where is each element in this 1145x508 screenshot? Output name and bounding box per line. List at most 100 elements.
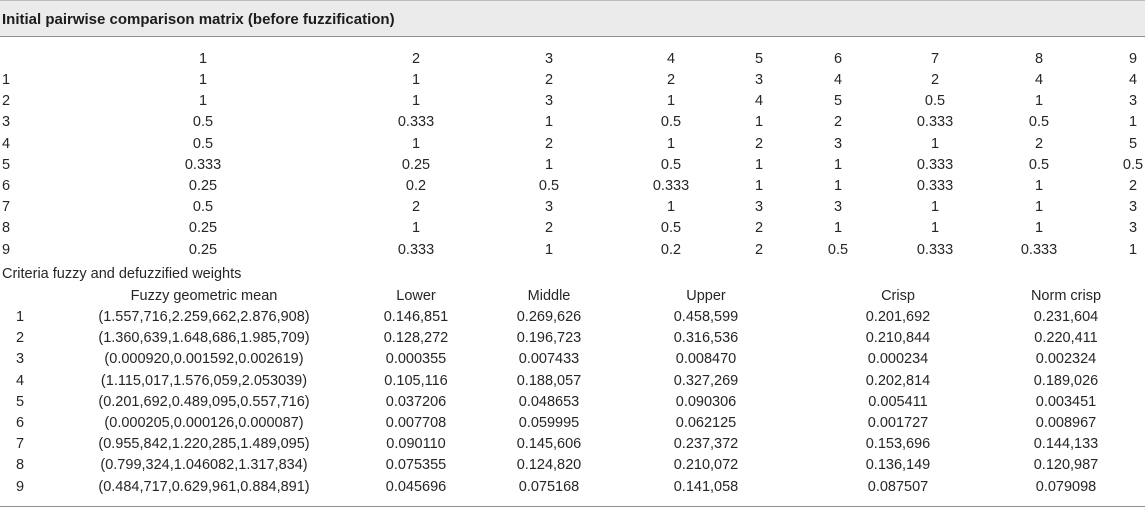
table-title: Initial pairwise comparison matrix (befo… (2, 11, 395, 28)
weights-cell: 0.220,411 (1034, 330, 1098, 347)
matrix-cell: 0.5 (1028, 114, 1050, 131)
matrix-column-header: 8 (1034, 51, 1044, 67)
weights-section-title: Criteria fuzzy and defuzzified weights (2, 266, 242, 282)
weights-cell: (1.557,716,2.259,662,2.876,908) (98, 309, 310, 325)
weights-cell: 0.007433 (518, 351, 580, 368)
matrix-cell: 1 (1034, 220, 1044, 237)
matrix-cell: 1 (1034, 93, 1044, 110)
weights-cell: (1.360,639,1.648,686,1.985,709) (98, 330, 310, 347)
matrix-cell: 1 (930, 135, 940, 152)
matrix-cell: 1 (754, 156, 764, 173)
weights-column-header: Lower (396, 288, 436, 304)
weights-cell: 0.145,606 (516, 436, 582, 453)
weights-cell: 0.201,692 (865, 309, 931, 325)
weights-row-label: 3 (16, 351, 25, 368)
matrix-cell: 0.5 (1028, 156, 1050, 173)
matrix-cell: 0.5 (660, 220, 682, 237)
matrix-cell: 0.5 (538, 178, 560, 194)
weights-cell: 0.002324 (1035, 351, 1097, 368)
matrix-cell: 1 (666, 135, 676, 152)
matrix-cell: 1 (930, 220, 940, 237)
weights-cell: 0.269,626 (516, 309, 582, 325)
weights-cell: 0.120,987 (1033, 457, 1099, 474)
matrix-cell: 2 (754, 135, 764, 152)
matrix-cell: 4 (754, 93, 764, 110)
matrix-column-header: 3 (544, 51, 554, 67)
matrix-cell: 3 (544, 199, 554, 216)
weights-row-label: 2 (16, 330, 25, 347)
matrix-cell: 0.333 (397, 114, 435, 131)
matrix-cell: 5 (833, 93, 843, 110)
weights-cell: 0.146,851 (383, 309, 449, 325)
weights-cell: 0.079098 (1035, 478, 1097, 495)
weights-column-header: Crisp (881, 288, 915, 304)
weights-row-label: 1 (16, 309, 25, 325)
weights-cell: 0.000234 (867, 351, 929, 368)
weights-row-label: 9 (16, 478, 25, 495)
weights-cell: 0.007708 (385, 415, 447, 431)
weights-row-label: 6 (16, 415, 25, 431)
matrix-cell: 0.333 (184, 156, 222, 173)
matrix-row-label: 1 (2, 72, 11, 88)
matrix-cell: 2 (754, 241, 764, 258)
weights-cell: 0.188,057 (516, 372, 582, 389)
matrix-cell: 0.333 (916, 114, 954, 131)
weights-cell: 0.045696 (385, 478, 447, 495)
matrix-cell: 0.25 (401, 156, 431, 173)
weights-column-header: Norm crisp (1030, 288, 1102, 304)
weights-cell: 0.090306 (675, 393, 737, 410)
header-rule (0, 36, 1145, 37)
weights-cell: (1.115,017,1.576,059,2.053039) (100, 372, 308, 389)
weights-cell: 0.059995 (518, 415, 580, 431)
bottom-rule (0, 506, 1145, 507)
matrix-cell: 1 (1034, 199, 1044, 216)
weights-cell: 0.037206 (385, 393, 447, 410)
weights-column-header: Middle (527, 288, 571, 304)
matrix-column-header: 6 (833, 51, 843, 67)
weights-cell: (0.000205,0.000126,0.000087) (104, 415, 304, 431)
weights-cell: (0.201,692,0.489,095,0.557,716) (98, 393, 310, 410)
matrix-cell: 1 (754, 178, 764, 194)
matrix-cell: 1 (1128, 241, 1138, 258)
matrix-cell: 0.333 (916, 178, 954, 194)
matrix-cell: 3 (833, 199, 843, 216)
matrix-cell: 0.5 (660, 156, 682, 173)
weights-cell: 0.128,272 (383, 330, 449, 347)
weights-cell: 0.141,058 (673, 478, 739, 495)
weights-cell: 0.003451 (1035, 393, 1097, 410)
matrix-cell: 2 (833, 114, 843, 131)
matrix-cell: 3 (1128, 93, 1138, 110)
weights-cell: 0.210,072 (673, 457, 739, 474)
weights-cell: 0.075168 (518, 478, 580, 495)
matrix-cell: 0.5 (924, 93, 946, 110)
matrix-cell: 1 (411, 93, 421, 110)
table-title-band: Initial pairwise comparison matrix (befo… (0, 0, 1145, 37)
matrix-cell: 1 (1034, 178, 1044, 194)
weights-cell: 0.124,820 (516, 457, 582, 474)
matrix-cell: 2 (930, 72, 940, 88)
matrix-cell: 0.333 (397, 241, 435, 258)
matrix-column-header: 5 (754, 51, 764, 67)
weights-row-label: 7 (16, 436, 25, 453)
matrix-cell: 3 (754, 199, 764, 216)
matrix-cell: 0.333 (916, 156, 954, 173)
matrix-cell: 1 (198, 72, 208, 88)
matrix-row-label: 8 (2, 220, 11, 237)
weights-cell: 0.327,269 (673, 372, 739, 389)
matrix-row-label: 3 (2, 114, 11, 131)
matrix-cell: 1 (1128, 114, 1138, 131)
weights-cell: 0.196,723 (516, 330, 582, 347)
matrix-cell: 5 (1128, 135, 1138, 152)
matrix-cell: 2 (544, 220, 554, 237)
matrix-cell: 0.5 (192, 135, 214, 152)
matrix-column-header: 9 (1128, 51, 1138, 67)
matrix-cell: 2 (544, 135, 554, 152)
matrix-cell: 1 (544, 114, 554, 131)
weights-cell: 0.001727 (867, 415, 929, 431)
weights-cell: 0.048653 (518, 393, 580, 410)
matrix-cell: 0.25 (188, 220, 218, 237)
matrix-cell: 0.333 (652, 178, 690, 194)
matrix-cell: 1 (833, 220, 843, 237)
matrix-row-label: 5 (2, 156, 11, 173)
weights-row-label: 8 (16, 457, 25, 474)
